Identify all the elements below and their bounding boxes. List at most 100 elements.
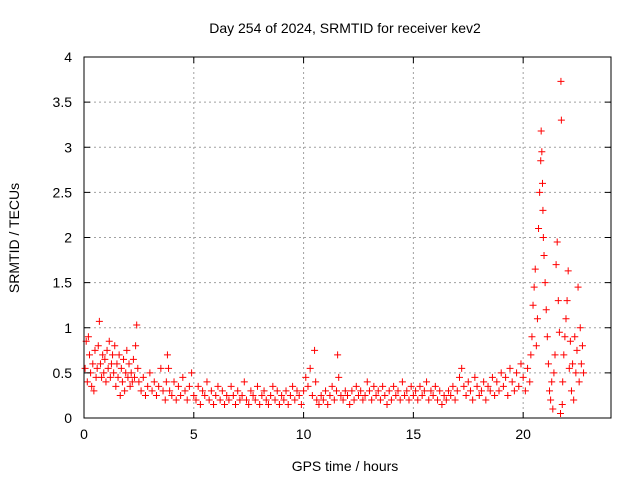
data-point — [390, 382, 398, 390]
data-point — [556, 409, 564, 417]
data-point — [127, 369, 135, 377]
data-point — [515, 382, 523, 390]
data-point — [536, 188, 544, 196]
data-point — [152, 391, 160, 399]
data-point — [524, 364, 532, 372]
data-point — [275, 400, 283, 408]
data-point — [306, 364, 314, 372]
data-point — [497, 369, 505, 377]
data-point — [304, 382, 312, 390]
data-point — [407, 382, 415, 390]
data-point — [168, 391, 176, 399]
data-point — [162, 378, 170, 386]
data-point — [177, 391, 185, 399]
data-point — [317, 391, 325, 399]
data-point — [385, 387, 393, 395]
data-point — [91, 346, 99, 354]
data-point — [234, 387, 242, 395]
data-point — [567, 387, 575, 395]
data-point — [436, 387, 444, 395]
data-point — [313, 396, 321, 404]
data-point — [163, 351, 171, 359]
data-point — [337, 391, 345, 399]
data-point — [291, 396, 299, 404]
data-point — [354, 391, 362, 399]
data-point — [328, 382, 336, 390]
data-point — [554, 297, 562, 305]
data-point — [83, 378, 91, 386]
data-point — [111, 342, 119, 350]
data-point — [573, 346, 581, 354]
data-point — [540, 252, 548, 260]
data-point — [383, 400, 391, 408]
data-point — [339, 396, 347, 404]
data-point — [453, 387, 461, 395]
ticks-layer: 0 0.5 1 1.5 2 2.5 3 3.5 4 0 5 10 15 20 — [53, 49, 611, 442]
data-point — [289, 382, 297, 390]
data-point — [315, 400, 323, 408]
data-point — [109, 351, 117, 359]
data-point — [530, 283, 538, 291]
data-point — [94, 342, 102, 350]
data-point — [538, 179, 546, 187]
y-tick-label: 3.5 — [53, 94, 73, 110]
data-point — [401, 391, 409, 399]
data-point — [269, 382, 277, 390]
data-point — [555, 328, 563, 336]
data-point — [260, 387, 268, 395]
data-point — [359, 396, 367, 404]
data-point — [464, 378, 472, 386]
data-point — [538, 148, 546, 156]
data-point — [502, 373, 510, 381]
data-point — [251, 396, 259, 404]
data-point — [576, 324, 584, 332]
data-point — [102, 378, 110, 386]
data-point — [157, 364, 165, 372]
data-point — [418, 391, 426, 399]
data-point — [101, 355, 109, 363]
data-point — [256, 400, 264, 408]
data-point — [510, 387, 518, 395]
data-point — [116, 391, 124, 399]
data-point — [311, 346, 319, 354]
data-point — [539, 234, 547, 241]
data-point — [537, 157, 545, 165]
data-point — [577, 360, 585, 368]
data-point — [115, 351, 123, 359]
data-point — [135, 378, 143, 386]
data-point — [236, 396, 244, 404]
data-point — [527, 351, 535, 359]
data-point — [394, 387, 402, 395]
data-point — [531, 265, 539, 273]
data-point — [118, 378, 126, 386]
data-point — [542, 306, 550, 314]
data-point — [110, 369, 118, 377]
data-point — [466, 387, 474, 395]
data-point — [381, 391, 389, 399]
data-point — [506, 364, 514, 372]
data-point — [166, 387, 174, 395]
data-point — [414, 396, 422, 404]
data-point — [247, 387, 255, 395]
data-point — [139, 373, 147, 381]
points-layer — [81, 77, 588, 417]
data-point — [379, 382, 387, 390]
data-point — [117, 364, 125, 372]
data-point — [223, 391, 231, 399]
data-point — [85, 351, 93, 359]
data-point — [194, 382, 202, 390]
chart-title: Day 254 of 2024, SRMTID for receiver kev… — [209, 20, 481, 36]
data-point — [218, 387, 226, 395]
data-point — [425, 396, 433, 404]
data-point — [212, 391, 220, 399]
y-tick-label: 1 — [64, 320, 72, 336]
data-point — [535, 224, 543, 232]
data-point — [216, 396, 224, 404]
y-tick-label: 3 — [64, 139, 72, 155]
y-axis-title: SRMTID / TECUs — [6, 183, 22, 293]
data-point — [473, 382, 481, 390]
data-point — [533, 315, 541, 323]
data-point — [199, 387, 207, 395]
x-tick-label: 15 — [406, 426, 422, 442]
